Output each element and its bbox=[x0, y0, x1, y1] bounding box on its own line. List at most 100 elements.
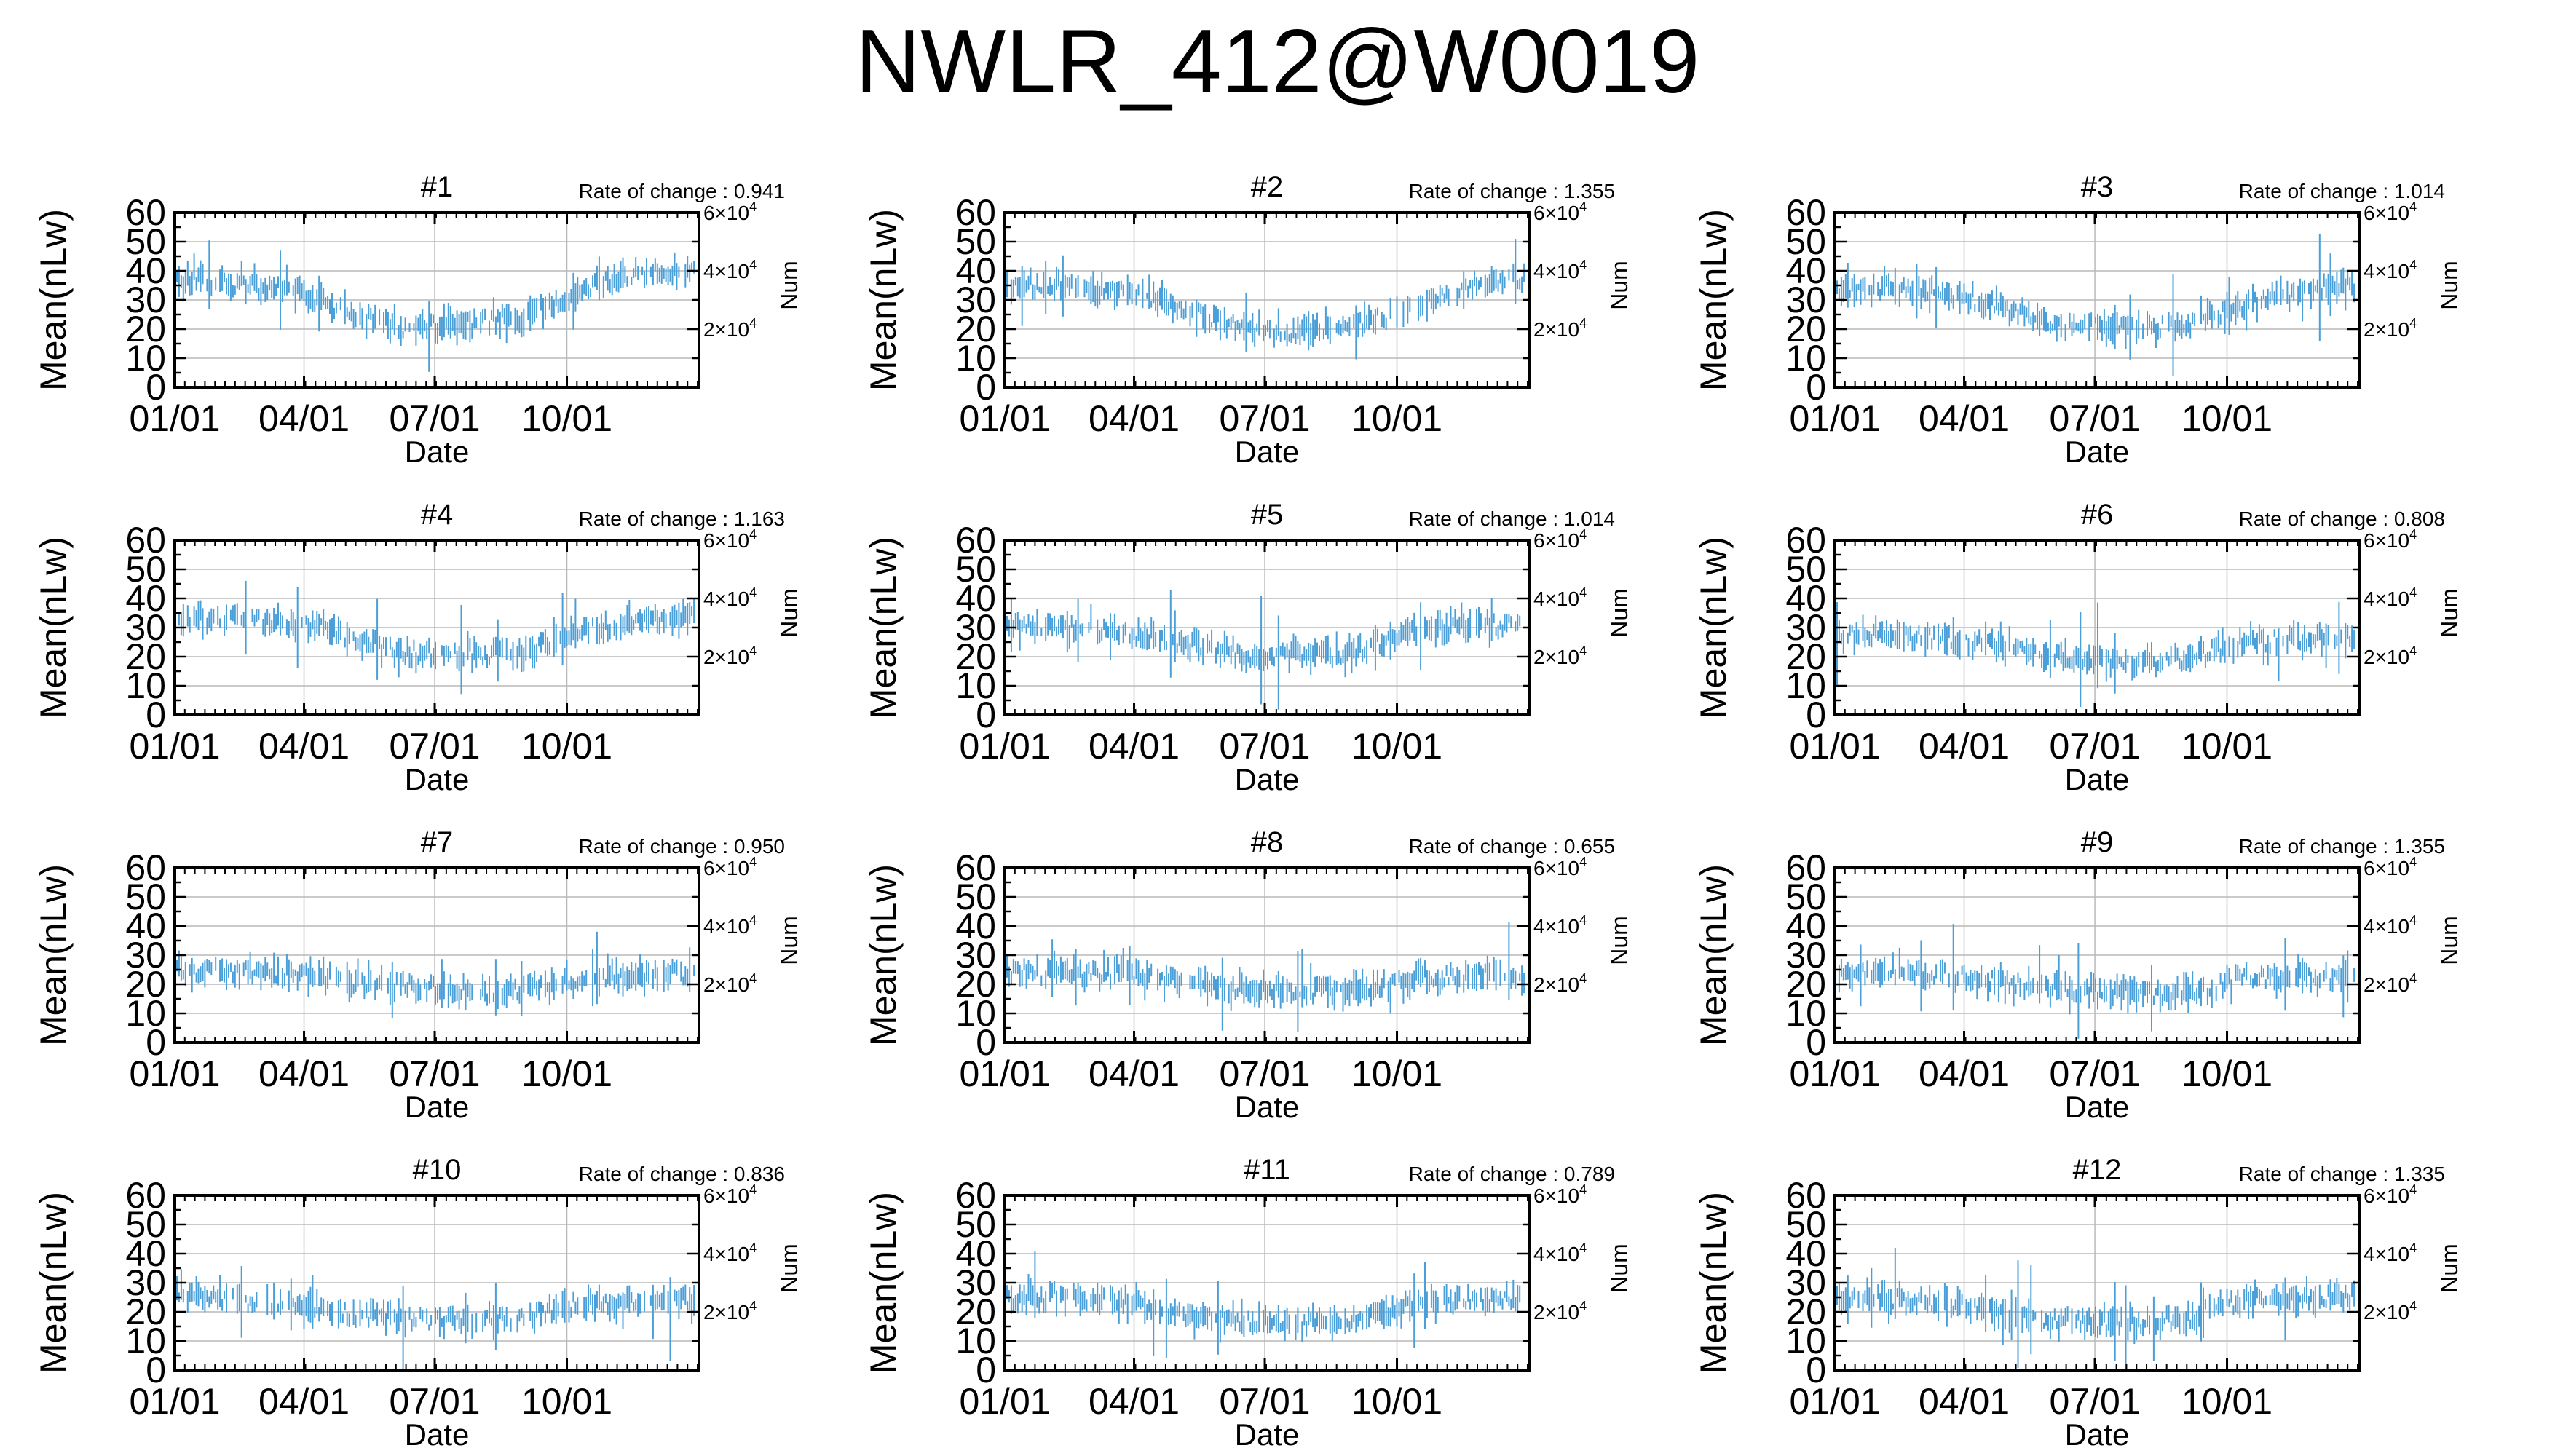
y2-axis-label: Num bbox=[2436, 916, 2463, 965]
y2-tick-label: 6×104 bbox=[703, 1182, 757, 1207]
y-tick-label: 60 bbox=[955, 1175, 996, 1216]
data-series bbox=[1004, 590, 1521, 710]
y2-tick-label: 6×104 bbox=[2364, 527, 2417, 552]
x-axis-label: Date bbox=[2065, 1417, 2130, 1452]
rate-of-change-label: Rate of change : 0.950 bbox=[579, 835, 785, 858]
y-tick-label: 40 bbox=[955, 1233, 996, 1274]
x-tick-label: 04/01 bbox=[1089, 1381, 1180, 1422]
y2-tick-label: 6×104 bbox=[703, 199, 757, 224]
x-tick-label: 01/01 bbox=[1789, 398, 1880, 439]
x-tick-label: 04/01 bbox=[1089, 726, 1180, 767]
y-tick-label: 60 bbox=[1785, 847, 1826, 888]
x-tick-label: 07/01 bbox=[389, 1381, 480, 1422]
y-tick-label: 20 bbox=[955, 636, 996, 677]
y-tick-label: 50 bbox=[1785, 877, 1826, 917]
x-tick-label: 01/01 bbox=[129, 1381, 220, 1422]
y-tick-label: 40 bbox=[955, 906, 996, 946]
y2-axis-label: Num bbox=[1606, 916, 1632, 965]
y-tick-label: 50 bbox=[125, 1204, 166, 1245]
y-tick-label: 40 bbox=[125, 578, 166, 619]
data-series bbox=[174, 1266, 695, 1370]
x-tick-label: 10/01 bbox=[2181, 398, 2272, 439]
y-tick-label: 20 bbox=[1785, 636, 1826, 677]
y-axis-label: Mean(nLw) bbox=[1693, 864, 1734, 1046]
x-tick-label: 04/01 bbox=[1919, 1053, 2010, 1094]
y-tick-label: 10 bbox=[1785, 1321, 1826, 1361]
y2-axis-label: Num bbox=[2436, 261, 2463, 310]
x-tick-label: 01/01 bbox=[129, 726, 220, 767]
data-series bbox=[1834, 924, 2355, 1039]
subplot-title: #3 bbox=[2081, 171, 2114, 203]
y-tick-label: 20 bbox=[1785, 1291, 1826, 1332]
y2-tick-label: 4×104 bbox=[2364, 1241, 2417, 1265]
x-axis-label: Date bbox=[405, 435, 470, 469]
y-axis-label: Mean(nLw) bbox=[1693, 1192, 1734, 1374]
y-tick-label: 20 bbox=[1785, 309, 1826, 349]
y-tick-label: 50 bbox=[955, 549, 996, 590]
y-tick-label: 30 bbox=[955, 935, 996, 976]
y-tick-label: 20 bbox=[125, 1291, 166, 1332]
y2-tick-label: 2×104 bbox=[703, 1299, 757, 1324]
y2-axis-label: Num bbox=[2436, 588, 2463, 638]
y2-tick-label: 4×104 bbox=[703, 1241, 757, 1265]
x-tick-label: 10/01 bbox=[2181, 1381, 2272, 1422]
y2-tick-label: 4×104 bbox=[703, 585, 757, 610]
y2-tick-label: 6×104 bbox=[1533, 1182, 1587, 1207]
y2-tick-label: 4×104 bbox=[1533, 258, 1587, 282]
y-tick-label: 20 bbox=[125, 964, 166, 1005]
y-tick-label: 50 bbox=[125, 221, 166, 262]
subplot-title: #9 bbox=[2081, 826, 2114, 858]
x-tick-label: 07/01 bbox=[1219, 726, 1310, 767]
x-tick-label: 01/01 bbox=[1789, 1053, 1880, 1094]
x-tick-label: 01/01 bbox=[1789, 1381, 1880, 1422]
y-tick-label: 30 bbox=[125, 280, 166, 320]
y-tick-label: 40 bbox=[955, 250, 996, 291]
rate-of-change-label: Rate of change : 1.355 bbox=[2239, 835, 2445, 858]
y-axis-label: Mean(nLw) bbox=[863, 864, 904, 1046]
x-tick-label: 01/01 bbox=[129, 1053, 220, 1094]
subplot-title: #11 bbox=[1244, 1154, 1290, 1186]
y-tick-label: 40 bbox=[1785, 1233, 1826, 1274]
y-tick-label: 20 bbox=[955, 1291, 996, 1332]
y-tick-label: 0 bbox=[976, 1350, 996, 1390]
y-tick-label: 30 bbox=[1785, 280, 1826, 320]
rate-of-change-label: Rate of change : 1.355 bbox=[1409, 180, 1615, 202]
y-tick-label: 40 bbox=[1785, 250, 1826, 291]
x-tick-label: 10/01 bbox=[521, 398, 612, 439]
y-axis-label: Mean(nLw) bbox=[1693, 537, 1734, 719]
y2-tick-label: 4×104 bbox=[2364, 585, 2417, 610]
y-tick-label: 40 bbox=[125, 1233, 166, 1274]
y-tick-label: 0 bbox=[1806, 367, 1826, 408]
x-tick-label: 04/01 bbox=[1919, 726, 2010, 767]
y2-tick-label: 2×104 bbox=[2364, 316, 2417, 341]
y-tick-label: 60 bbox=[955, 192, 996, 233]
x-axis-label: Date bbox=[1235, 1417, 1300, 1452]
y-tick-label: 60 bbox=[125, 1175, 166, 1216]
y-tick-label: 0 bbox=[976, 1022, 996, 1063]
data-series bbox=[1834, 233, 2355, 376]
data-series bbox=[1004, 922, 1525, 1032]
x-axis-label: Date bbox=[2065, 1090, 2130, 1124]
y-tick-label: 30 bbox=[125, 935, 166, 976]
x-tick-label: 04/01 bbox=[1089, 1053, 1180, 1094]
y2-tick-label: 2×104 bbox=[2364, 971, 2417, 996]
data-series bbox=[1004, 239, 1525, 360]
y-axis-label: Mean(nLw) bbox=[863, 1192, 904, 1374]
y-tick-label: 40 bbox=[1785, 906, 1826, 946]
y-tick-label: 40 bbox=[125, 906, 166, 946]
y-tick-label: 50 bbox=[955, 221, 996, 262]
y-tick-label: 10 bbox=[1785, 665, 1826, 706]
y-tick-label: 30 bbox=[1785, 607, 1826, 648]
y-tick-label: 50 bbox=[955, 1204, 996, 1245]
y-tick-label: 20 bbox=[1785, 964, 1826, 1005]
x-tick-label: 10/01 bbox=[2181, 726, 2272, 767]
